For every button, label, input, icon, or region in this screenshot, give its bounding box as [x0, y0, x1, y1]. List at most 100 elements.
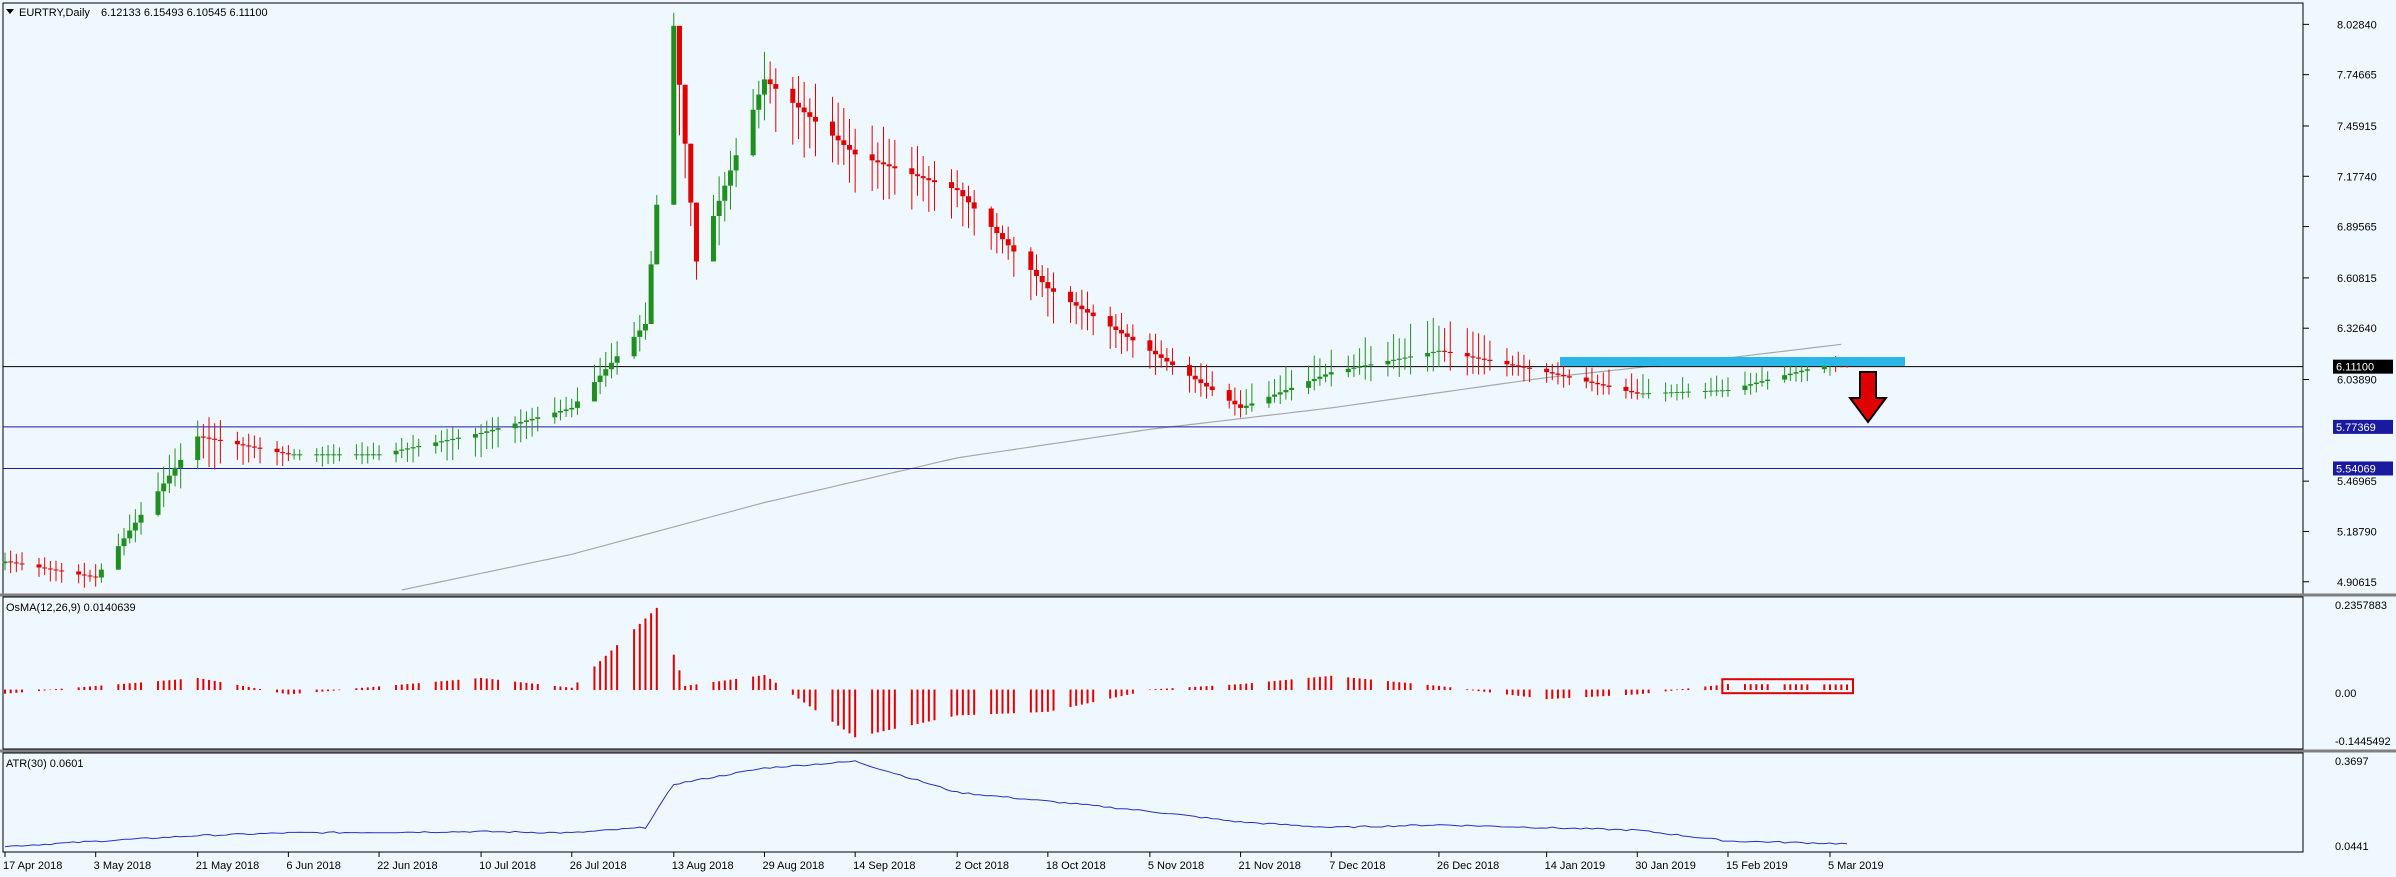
- candle-body: [971, 202, 977, 209]
- candle-body: [671, 25, 677, 205]
- candle: [801, 81, 807, 158]
- candle-body: [1566, 376, 1572, 378]
- candle: [1051, 272, 1057, 324]
- candle: [1674, 384, 1680, 401]
- candle-body: [478, 432, 484, 435]
- price-panel[interactable]: 8.02840 7.74665 7.45915 7.17740 6.89565 6.608…: [2, 2, 2394, 595]
- resistance-zone[interactable]: [1560, 357, 1905, 366]
- candle-body: [614, 356, 620, 363]
- down-arrow-icon: [1848, 371, 1888, 424]
- candle-body: [410, 447, 416, 449]
- time-tick-label: 17 Apr 2018: [3, 860, 62, 872]
- candle: [1402, 338, 1408, 370]
- candle: [518, 409, 524, 443]
- candle-body: [1408, 356, 1414, 358]
- candle-body: [608, 362, 614, 370]
- candle-body: [722, 185, 728, 201]
- candle: [478, 424, 484, 458]
- candle: [722, 172, 728, 222]
- candle: [81, 562, 87, 588]
- candle: [1436, 325, 1442, 367]
- atr-panel[interactable]: ATR(30) 0.0601 0.3697 0.0441: [0, 749, 2396, 853]
- candle-body: [727, 170, 733, 186]
- candle-body: [1283, 390, 1289, 393]
- candle: [1204, 364, 1210, 399]
- candle: [495, 416, 501, 448]
- candle-body: [19, 563, 25, 565]
- candle: [1742, 371, 1748, 395]
- candle: [614, 341, 620, 375]
- candle-body: [336, 454, 342, 456]
- candle-body: [994, 226, 1000, 234]
- candle: [1634, 378, 1640, 400]
- candle: [750, 88, 756, 157]
- candle-body: [1793, 372, 1799, 374]
- candle-body: [1589, 381, 1595, 383]
- candle: [450, 426, 456, 461]
- candle-body: [81, 574, 87, 576]
- candle-body: [42, 567, 48, 569]
- candle-body: [648, 264, 654, 324]
- candle-body: [240, 444, 246, 446]
- candle-body: [693, 202, 699, 262]
- candle: [438, 430, 444, 452]
- candle-body: [1192, 375, 1198, 380]
- candle: [869, 125, 875, 191]
- osma-highlight-box[interactable]: [1721, 678, 1855, 695]
- candle: [1521, 354, 1527, 382]
- candle: [1600, 372, 1606, 395]
- candle-body: [1476, 357, 1482, 359]
- candle-body: [2, 561, 8, 564]
- candle-body: [915, 174, 920, 177]
- time-tick-label: 15 Feb 2019: [1726, 860, 1788, 872]
- candle-body: [36, 564, 42, 568]
- candle-body: [518, 421, 524, 424]
- candle: [603, 351, 609, 387]
- osma-panel[interactable]: OsMA(12,26,9) 0.0140639 0.2357883 0.00 -…: [0, 593, 2396, 750]
- collapse-triangle-icon[interactable]: [6, 9, 14, 14]
- candle: [1476, 333, 1482, 375]
- candle-body: [319, 454, 325, 456]
- candle-body: [1362, 365, 1368, 367]
- candle-body: [325, 454, 331, 456]
- candle-body: [1504, 360, 1510, 365]
- candle: [1442, 327, 1448, 362]
- candle-body: [880, 162, 886, 165]
- candle-body: [1544, 368, 1550, 373]
- candle: [637, 314, 643, 352]
- candle-body: [1277, 392, 1283, 395]
- candle-body: [438, 441, 444, 443]
- candle-body: [1107, 316, 1113, 327]
- price-tick-label: 8.02840: [2337, 19, 2377, 31]
- candle-body: [574, 401, 580, 408]
- candle-body: [557, 411, 563, 413]
- candle: [1187, 356, 1193, 393]
- candle: [1623, 378, 1629, 399]
- candle-body: [795, 102, 801, 108]
- current-price-badge: 6.11100: [2333, 359, 2393, 374]
- candle-body: [767, 79, 773, 85]
- time-tick-label: 13 Aug 2018: [672, 860, 734, 872]
- candle-body: [966, 196, 972, 203]
- candle-body: [846, 145, 852, 150]
- candle-body: [1680, 391, 1686, 393]
- candle-body: [1481, 358, 1487, 360]
- candle: [682, 84, 688, 179]
- candle: [1510, 355, 1516, 376]
- candle-body: [1306, 381, 1312, 388]
- time-tick-label: 26 Dec 2018: [1437, 860, 1499, 872]
- candle-body: [1753, 382, 1759, 385]
- candle: [155, 472, 161, 517]
- candle-body: [1085, 309, 1091, 313]
- candle: [1782, 364, 1788, 383]
- candle-body: [1073, 302, 1079, 306]
- candle: [166, 454, 172, 493]
- candle-body: [1787, 373, 1793, 376]
- level-badge-upper: 5.77369: [2333, 419, 2393, 434]
- candle-body: [47, 568, 53, 570]
- chart-ohlc: 6.12133 6.15493 6.10545 6.11100: [101, 7, 268, 19]
- candle: [404, 442, 410, 462]
- candle-body: [1351, 367, 1357, 369]
